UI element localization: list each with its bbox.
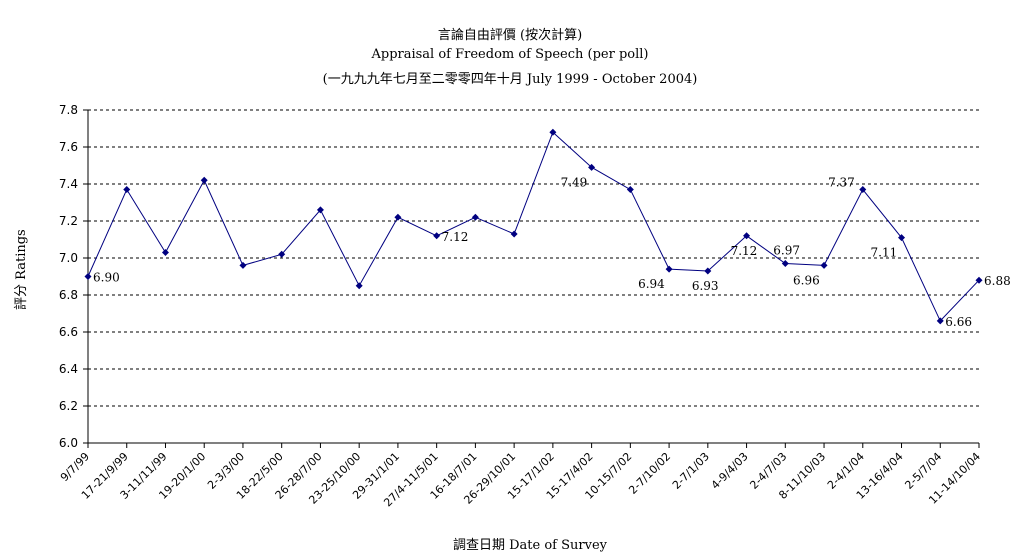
x-tick-label: 9/7/99 bbox=[58, 450, 92, 484]
data-label: 7.49 bbox=[561, 175, 588, 189]
data-point bbox=[975, 276, 983, 284]
data-point bbox=[743, 232, 751, 240]
data-point bbox=[84, 273, 92, 280]
x-tick-label: 4-9/4/03 bbox=[709, 450, 751, 492]
data-point bbox=[394, 213, 402, 221]
data-point bbox=[510, 230, 518, 238]
data-point bbox=[239, 261, 247, 269]
data-label: 7.12 bbox=[442, 230, 469, 244]
data-point bbox=[665, 265, 673, 273]
chart-title: 言論自由評價 (按次計算) bbox=[437, 28, 583, 43]
data-point bbox=[355, 282, 363, 290]
data-point bbox=[588, 163, 596, 171]
data-point bbox=[859, 186, 867, 194]
x-tick-label: 2-7/1/03 bbox=[670, 450, 712, 492]
data-label: 6.94 bbox=[638, 277, 665, 291]
y-tick-label: 6.0 bbox=[59, 436, 78, 450]
y-tick-label: 7.0 bbox=[59, 251, 78, 265]
y-tick-label: 7.2 bbox=[59, 214, 78, 228]
x-axis-label: 調查日期 Date of Survey bbox=[452, 538, 607, 553]
data-point bbox=[898, 234, 906, 242]
data-label: 6.66 bbox=[945, 315, 972, 329]
y-tick-label: 6.8 bbox=[59, 288, 78, 302]
data-label: 7.12 bbox=[731, 244, 758, 258]
data-point bbox=[704, 267, 712, 275]
data-label: 7.11 bbox=[871, 246, 898, 260]
data-label: 6.93 bbox=[692, 279, 719, 293]
data-label: 6.88 bbox=[984, 274, 1011, 288]
data-label: 7.37 bbox=[828, 176, 855, 190]
y-tick-label: 7.6 bbox=[59, 140, 78, 154]
data-point bbox=[936, 317, 944, 325]
y-tick-label: 7.8 bbox=[59, 103, 78, 117]
data-point bbox=[626, 186, 634, 194]
y-axis-label: 評分 Ratings bbox=[14, 229, 29, 310]
data-label: 6.96 bbox=[793, 273, 820, 287]
data-point bbox=[123, 186, 131, 194]
x-tick-label: 2-7/10/02 bbox=[626, 450, 673, 497]
data-label: 6.97 bbox=[773, 244, 800, 258]
chart-period: (一九九九年七月至二零零四年十月 July 1999 - October 200… bbox=[322, 72, 698, 87]
y-tick-label: 6.6 bbox=[59, 325, 78, 339]
y-tick-label: 6.4 bbox=[59, 362, 78, 376]
data-point bbox=[200, 176, 208, 184]
data-point bbox=[471, 213, 479, 221]
data-point bbox=[781, 260, 789, 268]
y-tick-label: 6.2 bbox=[59, 399, 78, 413]
chart-subtitle: Appraisal of Freedom of Speech (per poll… bbox=[371, 47, 649, 62]
data-point bbox=[316, 206, 324, 214]
series-line bbox=[87, 131, 980, 322]
data-point bbox=[278, 250, 286, 258]
data-point bbox=[820, 261, 828, 269]
y-tick-label: 7.4 bbox=[59, 177, 78, 191]
data-point bbox=[161, 248, 169, 256]
data-point bbox=[433, 232, 441, 240]
data-label: 6.90 bbox=[93, 271, 120, 285]
data-point bbox=[549, 128, 557, 136]
